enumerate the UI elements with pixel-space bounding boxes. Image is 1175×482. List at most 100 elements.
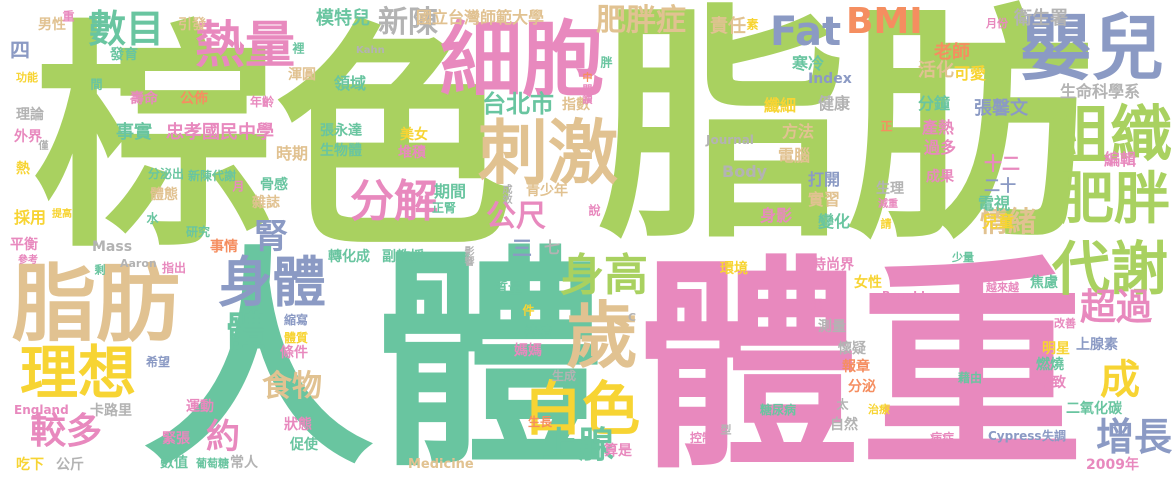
word-gongneng: 功能: [16, 71, 38, 84]
word-zheng: 正: [879, 120, 893, 132]
word-pingheng: 平衡: [10, 237, 38, 253]
word-waijie: 外界: [14, 129, 42, 145]
word-fenzhong: 分鐘: [918, 94, 951, 113]
word-shuzhi: 數值: [160, 455, 188, 471]
word-bmi: BMI: [846, 1, 923, 42]
word-chanre: 產熱: [922, 118, 955, 137]
word-weishengshu: 衛生署: [1014, 8, 1068, 29]
word-jiankang: 健康: [818, 94, 851, 113]
word-diannao: 電腦: [778, 146, 811, 165]
word-huaiyi: 懷疑: [838, 341, 866, 357]
word-shouming: 壽命: [130, 91, 158, 107]
word-tizhong: 體重: [636, 237, 1084, 482]
word-dakai: 打開: [808, 170, 841, 189]
word-gongjin: 公斤: [56, 457, 84, 473]
word-tangniaobing: 糖尿病: [760, 403, 797, 417]
word-ershi: 二十: [984, 176, 1017, 195]
word-xianxi: 纖細: [764, 96, 797, 115]
word-yanjiu: 研究: [186, 225, 211, 239]
word-fayu: 發育: [110, 47, 138, 63]
word-shiqi: 時期: [276, 144, 309, 163]
word-zhichu: 指出: [162, 261, 187, 275]
word-kahn: Kahn: [356, 45, 385, 56]
word-shenying: 身影: [760, 206, 793, 225]
word-baozhang: 報章: [842, 359, 870, 375]
word-shui: 水: [145, 212, 159, 224]
word-shier: 十二: [984, 154, 1020, 175]
word-taibeishi: 台北市: [482, 90, 554, 118]
word-fenmichu: 分泌出: [148, 167, 185, 181]
word-shengming: 生命科學系: [1060, 82, 1141, 101]
word-ertong: 兒童: [982, 212, 1015, 231]
word-kongzhi: 控制: [690, 431, 715, 445]
word-xiwang: 希望: [146, 355, 171, 369]
word-shengcheng: 生成: [552, 369, 577, 383]
word-zhifang-big: 脂肪: [598, 0, 1094, 272]
word-ronald: Ronald: [882, 289, 925, 302]
word-zhong: 重: [61, 10, 75, 22]
word-qijian: 期間: [434, 182, 467, 201]
word-pang: 胖: [599, 56, 613, 68]
word-meinv: 美女: [400, 127, 428, 143]
word-fat: Fat: [770, 9, 842, 55]
word-zazhi: 雜誌: [252, 195, 280, 211]
word-gongchi: 公尺: [486, 199, 546, 234]
word-shixi: 實習: [808, 190, 841, 209]
word-shitiao: 失調: [1042, 429, 1067, 443]
word-si: 四: [10, 38, 30, 62]
word-daixie: 代謝: [1052, 235, 1169, 303]
word-c: C: [628, 311, 637, 324]
word-aaron: Aaron: [120, 257, 157, 270]
word-zhengshen: 正腎: [432, 201, 457, 215]
word-qing: 請: [879, 218, 892, 229]
word-shiwu: 食物: [262, 369, 322, 404]
word-chaoguo: 超過: [1080, 287, 1153, 328]
word-shangxiansu: 上腺素: [1076, 337, 1118, 353]
word-zhiliao: 治療: [868, 403, 890, 416]
word-fenmi: 分泌: [848, 379, 876, 395]
word-bingzheng: 病症: [930, 431, 955, 445]
word-gongbu: 公佈: [180, 91, 208, 107]
word-yundong: 運動: [186, 399, 214, 415]
word-cankao: 參考: [18, 255, 38, 266]
word-jian2: 件: [521, 304, 535, 316]
word-fangfa: 方法: [782, 122, 815, 141]
word-suanshi: 算是: [604, 443, 632, 459]
word-zengzhang: 增長: [1096, 415, 1173, 459]
word-celiang: 測量: [818, 319, 846, 335]
word-caiyong: 採用: [14, 208, 47, 227]
word-chixia: 吃下: [16, 457, 44, 473]
word-zhangxinwen: 張馨文: [974, 98, 1028, 119]
word-li: 裡: [291, 42, 305, 54]
word-ranshao: 燃燒: [1036, 357, 1064, 373]
word-xing: 型: [719, 424, 732, 435]
word-cushi: 促使: [290, 437, 318, 453]
word-zhuanhuacheng: 轉化成: [328, 249, 370, 265]
word-tigao: 提高: [52, 209, 72, 220]
word-zhuangtai: 狀態: [284, 417, 312, 433]
word-england: England: [14, 403, 69, 417]
word-zhifang-tan: 脂肪: [12, 255, 181, 353]
word-jian: 間: [89, 78, 103, 90]
word-zhangyongda: 張永達: [320, 123, 362, 139]
word-mass: Mass: [92, 239, 133, 255]
word-kaluli: 卡路里: [90, 403, 132, 419]
word-jianzhong: 減重: [878, 199, 898, 210]
word-chengxiao: 成效: [500, 184, 511, 204]
word-jin: 僅: [36, 140, 47, 150]
word-zhishu: 指數: [562, 97, 590, 113]
word-hanleng: 寒冷: [792, 54, 825, 73]
word-yuedu: 閱讀: [580, 84, 591, 104]
word-index: Index: [808, 71, 852, 87]
word-zhiliang: 質量: [494, 281, 522, 297]
word-putaotang: 葡萄糖: [196, 457, 229, 470]
word-duiji: 堆積: [398, 145, 426, 161]
word-huanjing: 環境: [720, 261, 748, 277]
word-qingshaonian: 青少年: [526, 183, 568, 199]
word-shuo: 說: [587, 204, 601, 216]
word-motaer: 模特兒: [316, 8, 370, 29]
word-baise: 白色: [524, 375, 641, 443]
word-guoduo: 過多: [924, 138, 957, 157]
word-sui: 歲: [566, 294, 639, 378]
